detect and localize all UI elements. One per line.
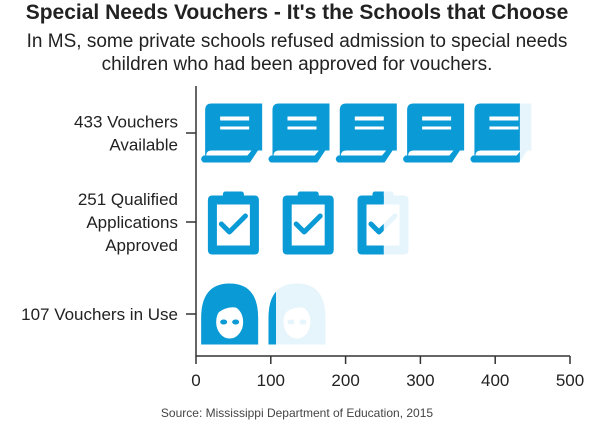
x-tick-label: 300 xyxy=(406,371,434,390)
x-tick-label: 400 xyxy=(481,371,509,390)
category-labels: 433 Vouchers Available 251 Qualified Applic… xyxy=(21,113,178,325)
category-label-line: 433 Vouchers xyxy=(74,113,178,132)
category-label-line: 107 Vouchers in Use xyxy=(21,305,178,324)
chart-subtitle: In MS, some private schools refused admi… xyxy=(26,31,568,75)
x-tick-label: 100 xyxy=(257,371,285,390)
category-label-line: Available xyxy=(109,136,178,155)
person-icon-faded xyxy=(268,283,326,345)
book-icon xyxy=(403,103,465,163)
pictograph-chart: 433 Vouchers Available 251 Qualified Applic… xyxy=(21,86,584,390)
chart-title: Special Needs Vouchers - It's the School… xyxy=(25,1,569,24)
clipboard-check-icon xyxy=(283,192,333,254)
clipboard-check-icon xyxy=(208,192,258,254)
person-icon xyxy=(201,283,259,345)
x-tick-label: 0 xyxy=(191,371,200,390)
category-label-line: 251 Qualified xyxy=(78,190,178,209)
category-label-line: Applications xyxy=(86,213,178,232)
book-icon xyxy=(335,103,397,163)
category-label-line: Approved xyxy=(105,236,178,255)
book-icon xyxy=(201,103,263,163)
x-tick-label: 500 xyxy=(556,371,584,390)
x-axis: 0 100 200 300 400 500 xyxy=(186,86,584,390)
source-note: Source: Mississippi Department of Educat… xyxy=(160,406,434,420)
x-tick-label: 200 xyxy=(331,371,359,390)
book-icon xyxy=(268,103,330,163)
icons-layer xyxy=(201,103,532,345)
